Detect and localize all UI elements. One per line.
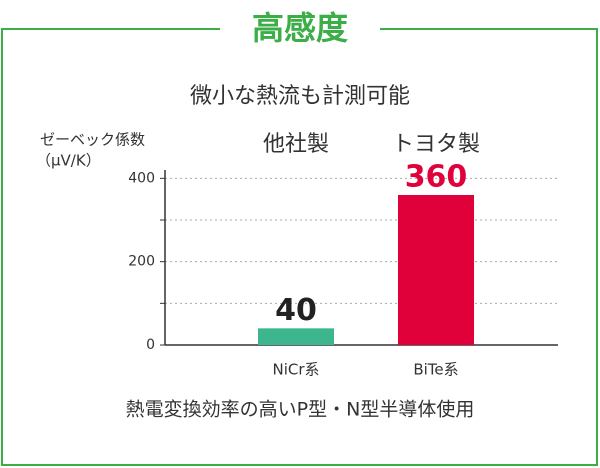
series-label: 他社製 bbox=[263, 132, 329, 157]
value-label: 40 bbox=[275, 293, 317, 328]
x-tick-label: NiCr系 bbox=[272, 361, 319, 379]
y-axis-label: ゼーベック係数 bbox=[40, 131, 145, 149]
bar bbox=[398, 195, 474, 345]
x-tick-label: BiTe系 bbox=[413, 361, 458, 379]
chart-title: 高感度 bbox=[252, 9, 348, 47]
y-tick-label: 200 bbox=[128, 254, 155, 270]
y-tick-label: 400 bbox=[128, 170, 155, 186]
title-gap bbox=[220, 10, 380, 50]
series-label: トヨタ製 bbox=[392, 132, 480, 157]
y-axis-label: （μV/K） bbox=[36, 152, 101, 170]
value-label: 360 bbox=[405, 160, 468, 195]
footnote: 熱電変換効率の高いP型・N型半導体使用 bbox=[126, 399, 475, 421]
bar bbox=[258, 328, 334, 345]
y-tick-label: 0 bbox=[146, 337, 155, 353]
subtitle: 微小な熱流も計測可能 bbox=[190, 84, 410, 109]
